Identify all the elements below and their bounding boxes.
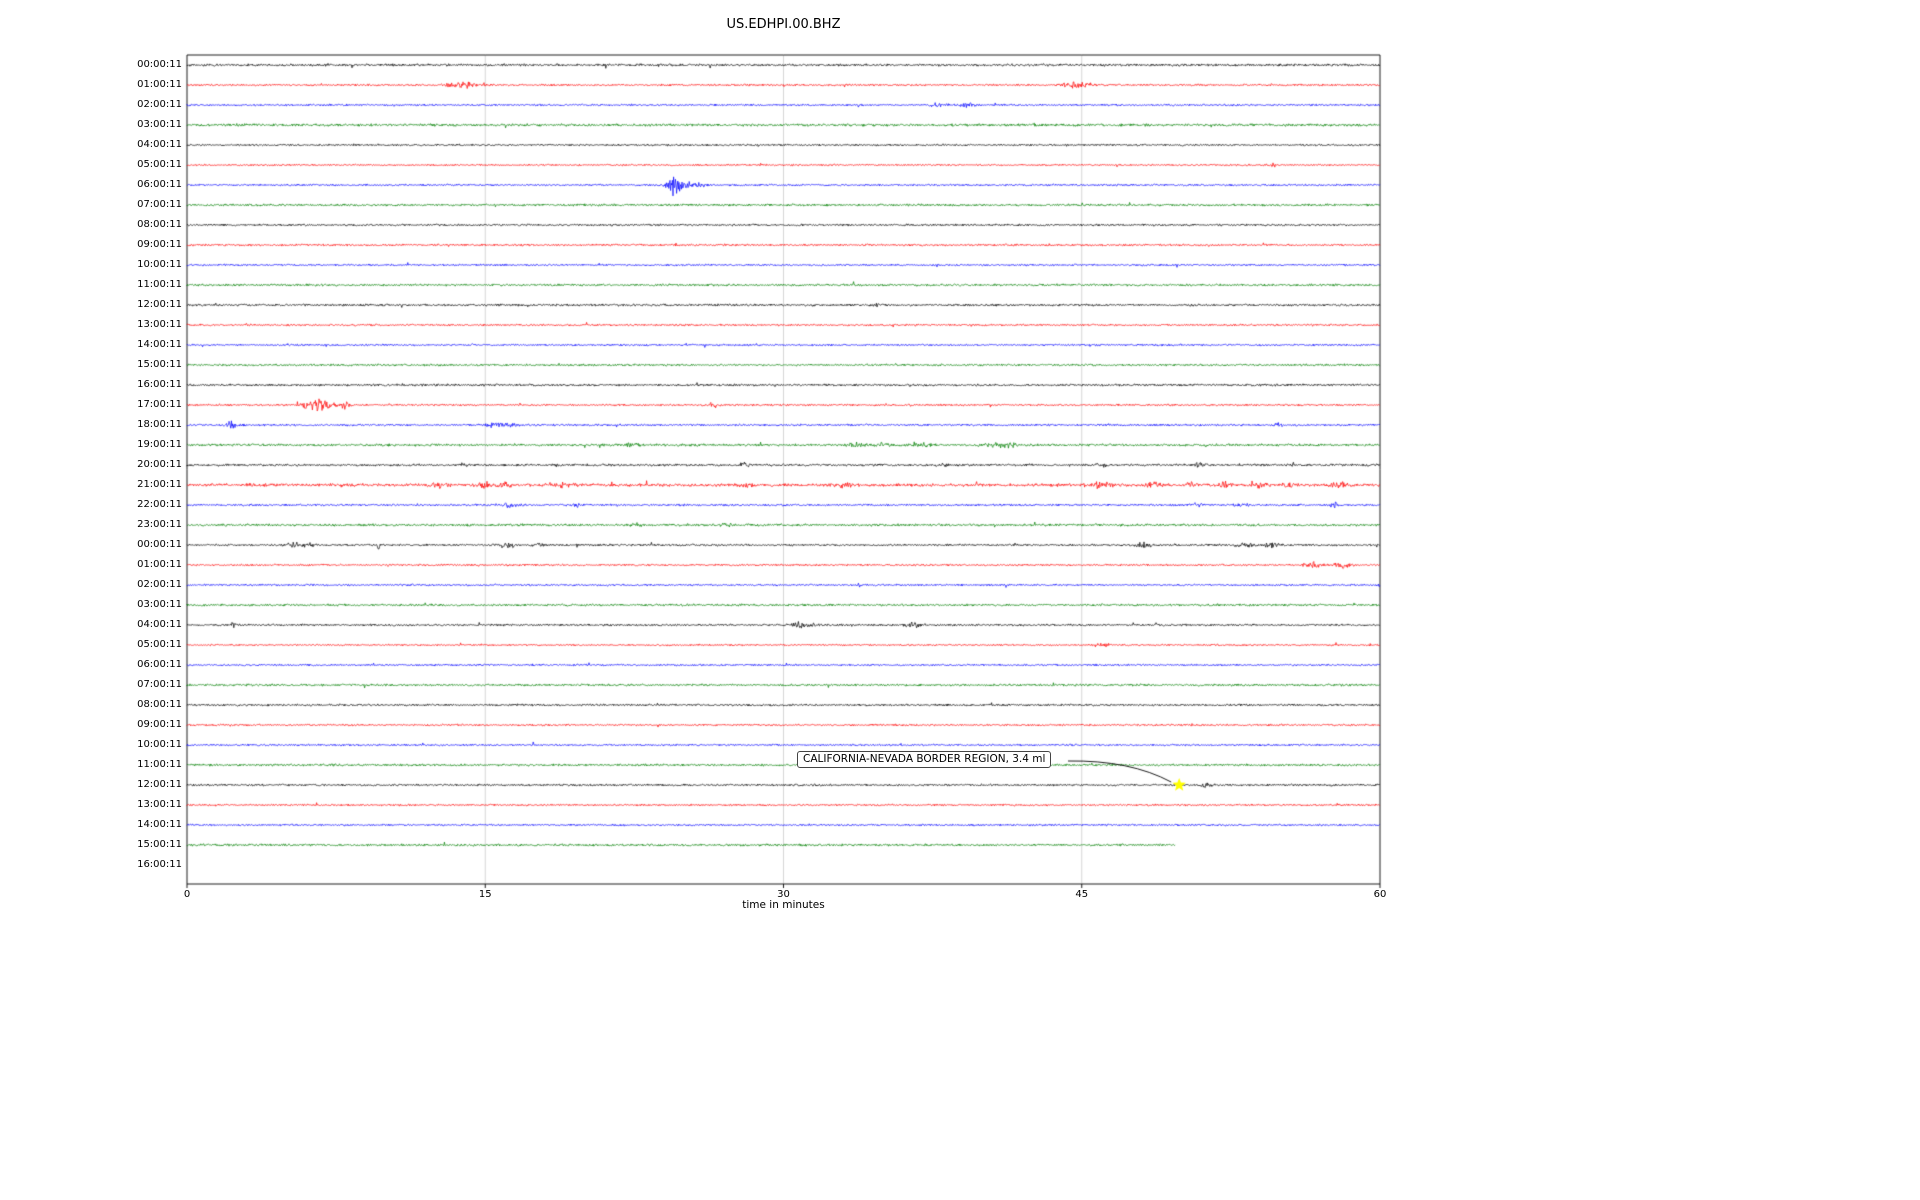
x-tick-label: 30 <box>777 889 790 900</box>
x-axis-label: time in minutes <box>742 899 825 911</box>
trace-time-label: 14:00:11 <box>137 819 182 830</box>
trace-time-label: 08:00:11 <box>137 699 182 710</box>
trace-time-label: 23:00:11 <box>137 519 182 530</box>
x-tick-label: 45 <box>1075 889 1089 900</box>
trace-time-label: 03:00:11 <box>137 599 182 610</box>
trace-time-label: 12:00:11 <box>137 779 182 790</box>
trace-time-label: 06:00:11 <box>137 659 182 670</box>
trace-time-label: 14:00:11 <box>137 339 182 350</box>
trace-time-label: 12:00:11 <box>137 299 182 310</box>
trace-time-label: 17:00:11 <box>137 399 182 410</box>
trace-time-label: 04:00:11 <box>137 139 182 150</box>
trace-time-label: 16:00:11 <box>137 379 182 390</box>
trace-time-label: 21:00:11 <box>137 479 182 490</box>
trace-time-label: 20:00:11 <box>137 459 182 470</box>
trace-time-label: 15:00:11 <box>137 839 182 850</box>
trace-time-label: 22:00:11 <box>137 499 182 510</box>
trace-time-label: 05:00:11 <box>137 639 182 650</box>
trace-time-label: 01:00:11 <box>137 79 182 90</box>
trace-time-label: 05:00:11 <box>137 159 182 170</box>
trace-time-label: 02:00:11 <box>137 99 182 110</box>
trace-time-label: 00:00:11 <box>137 539 182 550</box>
trace-time-label: 03:00:11 <box>137 119 182 130</box>
trace-time-label: 15:00:11 <box>137 359 182 370</box>
trace-time-label: 10:00:11 <box>137 259 182 270</box>
trace-time-label: 00:00:11 <box>137 59 182 70</box>
trace-time-label: 13:00:11 <box>137 799 182 810</box>
trace-time-label: 10:00:11 <box>137 739 182 750</box>
trace-time-label: 07:00:11 <box>137 199 182 210</box>
trace-time-label: 07:00:11 <box>137 679 182 690</box>
trace-time-label: 13:00:11 <box>137 319 182 330</box>
x-tick-label: 0 <box>183 889 191 900</box>
trace-time-label: 11:00:11 <box>137 759 182 770</box>
trace-time-label: 08:00:11 <box>137 219 182 230</box>
trace-time-label: 11:00:11 <box>137 279 182 290</box>
trace-time-label: 18:00:11 <box>137 419 182 430</box>
x-tick-label: 60 <box>1373 889 1387 900</box>
x-tick-label: 15 <box>478 889 492 900</box>
trace-time-label: 19:00:11 <box>137 439 182 450</box>
trace-time-label: 09:00:11 <box>137 719 182 730</box>
trace-time-label: 01:00:11 <box>137 559 182 570</box>
trace-time-label: 16:00:11 <box>137 859 182 870</box>
event-annotation: CALIFORNIA-NEVADA BORDER REGION, 3.4 ml <box>797 751 1052 768</box>
trace-time-label: 02:00:11 <box>137 579 182 590</box>
trace-time-label: 09:00:11 <box>137 239 182 250</box>
trace-time-label: 04:00:11 <box>137 619 182 630</box>
trace-time-label: 06:00:11 <box>137 179 182 190</box>
